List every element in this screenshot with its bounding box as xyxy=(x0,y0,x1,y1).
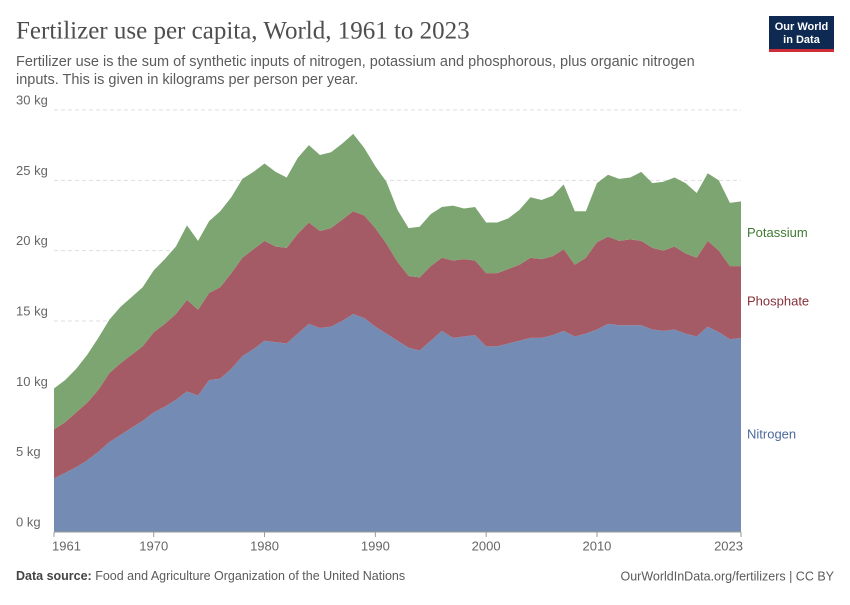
subtitle: Fertilizer use is the sum of synthetic i… xyxy=(16,54,695,70)
x-tick-label: 1980 xyxy=(250,538,279,553)
source-label: Data source: xyxy=(16,569,92,583)
logo-box xyxy=(769,16,834,51)
y-tick-label: 30 kg xyxy=(16,92,48,107)
y-tick-label: 25 kg xyxy=(16,163,48,178)
logo-text: in Data xyxy=(783,34,821,46)
logo-stripe xyxy=(769,49,834,52)
x-tick-label: 2023 xyxy=(714,538,743,553)
x-tick-label: 1961 xyxy=(52,538,81,553)
y-tick-label: 5 kg xyxy=(16,444,41,459)
x-tick-label: 1990 xyxy=(361,538,390,553)
y-tick-label: 0 kg xyxy=(16,514,41,529)
subtitle: inputs. This is given in kilograms per p… xyxy=(16,72,358,88)
source-text: Food and Agriculture Organization of the… xyxy=(95,569,405,583)
source-url[interactable]: OurWorldInData.org/fertilizers | CC BY xyxy=(621,569,835,583)
series-label: Phosphate xyxy=(747,293,809,308)
y-tick-label: 10 kg xyxy=(16,374,48,389)
y-tick-label: 15 kg xyxy=(16,303,48,318)
area xyxy=(54,133,741,430)
x-tick-label: 1970 xyxy=(139,538,168,553)
chart-title: Fertilizer use per capita, World, 1961 t… xyxy=(16,18,470,45)
source: Data source: Food and Agriculture Organi… xyxy=(16,569,405,583)
y-tick-label: 20 kg xyxy=(16,233,48,248)
x-tick-label: 2010 xyxy=(582,538,611,553)
logo-text: Our World xyxy=(775,21,829,33)
series-label: Nitrogen xyxy=(747,426,796,441)
area xyxy=(54,211,741,479)
series-label: Potassium xyxy=(747,225,808,240)
x-tick-label: 2000 xyxy=(472,538,501,553)
logo[interactable]: Our World in Data xyxy=(769,16,834,52)
area xyxy=(54,313,741,532)
